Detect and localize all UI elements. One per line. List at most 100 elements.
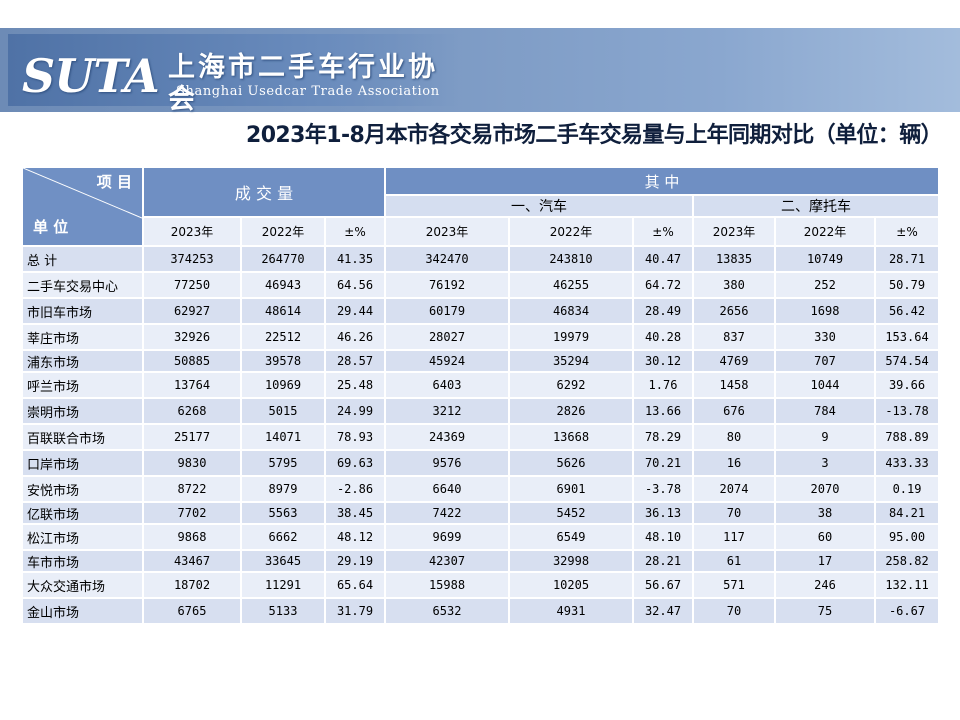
- value-cell: 78.29: [634, 425, 692, 449]
- of-which-header: 其 中: [386, 168, 939, 194]
- value-cell: 6765: [144, 599, 240, 623]
- value-cell: 571: [694, 573, 774, 597]
- value-cell: 837: [694, 325, 774, 349]
- table-row: 莘庄市场 32926 22512 46.26 28027 19979 40.28 837 330…: [23, 325, 939, 349]
- value-cell: 25.48: [326, 373, 384, 397]
- value-cell: 2656: [694, 299, 774, 323]
- volume-header: 成 交 量: [144, 168, 384, 216]
- value-cell: 4931: [510, 599, 632, 623]
- value-cell: 6268: [144, 399, 240, 423]
- value-cell: 1458: [694, 373, 774, 397]
- value-cell: 30.12: [634, 351, 692, 371]
- table-row: 车市市场 43467 33645 29.19 42307 32998 28.21 61 17 25…: [23, 551, 939, 571]
- value-cell: 36.13: [634, 503, 692, 523]
- value-cell: 39578: [242, 351, 324, 371]
- value-cell: 574.54: [876, 351, 939, 371]
- value-cell: 32998: [510, 551, 632, 571]
- value-cell: 784: [776, 399, 874, 423]
- value-cell: 84.21: [876, 503, 939, 523]
- trade-volume-table: 项 目 单 位 成 交 量 其 中 一、汽车 二、摩托车 2023年 2022年…: [21, 166, 940, 625]
- value-cell: 18702: [144, 573, 240, 597]
- value-cell: 25177: [144, 425, 240, 449]
- value-cell: 16: [694, 451, 774, 475]
- value-cell: 46255: [510, 273, 632, 297]
- value-cell: 46943: [242, 273, 324, 297]
- value-cell: 4769: [694, 351, 774, 371]
- market-name-cell: 总 计: [23, 247, 142, 271]
- sub-header: ±%: [634, 218, 692, 245]
- table-row: 呼兰市场 13764 10969 25.48 6403 6292 1.76 1458 1044 3…: [23, 373, 939, 397]
- table-row: 亿联市场 7702 5563 38.45 7422 5452 36.13 70 38 84.21: [23, 503, 939, 523]
- value-cell: 28.57: [326, 351, 384, 371]
- value-cell: 153.64: [876, 325, 939, 349]
- value-cell: -6.67: [876, 599, 939, 623]
- value-cell: -3.78: [634, 477, 692, 501]
- value-cell: 11291: [242, 573, 324, 597]
- table-row: 总 计 374253 264770 41.35 342470 243810 40.47 138…: [23, 247, 939, 271]
- value-cell: 76192: [386, 273, 508, 297]
- value-cell: 3: [776, 451, 874, 475]
- value-cell: 46834: [510, 299, 632, 323]
- value-cell: 2070: [776, 477, 874, 501]
- value-cell: 38.45: [326, 503, 384, 523]
- value-cell: 78.93: [326, 425, 384, 449]
- sub-header: ±%: [876, 218, 939, 245]
- value-cell: 13835: [694, 247, 774, 271]
- value-cell: 38: [776, 503, 874, 523]
- value-cell: 48614: [242, 299, 324, 323]
- value-cell: 5452: [510, 503, 632, 523]
- value-cell: 32.47: [634, 599, 692, 623]
- value-cell: 5626: [510, 451, 632, 475]
- value-cell: 40.47: [634, 247, 692, 271]
- value-cell: 707: [776, 351, 874, 371]
- car-group-header: 一、汽车: [386, 196, 692, 216]
- corner-header-cell: 项 目 单 位: [23, 168, 142, 245]
- org-name-en: Shanghai Usedcar Trade Association: [176, 84, 440, 99]
- value-cell: 342470: [386, 247, 508, 271]
- value-cell: 39.66: [876, 373, 939, 397]
- value-cell: 28.49: [634, 299, 692, 323]
- value-cell: 9576: [386, 451, 508, 475]
- diagonal-divider-icon: [23, 168, 142, 219]
- value-cell: 9868: [144, 525, 240, 549]
- sub-header: 2022年: [510, 218, 632, 245]
- value-cell: 70: [694, 599, 774, 623]
- sub-header: 2023年: [694, 218, 774, 245]
- value-cell: 24369: [386, 425, 508, 449]
- value-cell: 117: [694, 525, 774, 549]
- value-cell: 5015: [242, 399, 324, 423]
- market-name-cell: 大众交通市场: [23, 573, 142, 597]
- value-cell: 48.10: [634, 525, 692, 549]
- value-cell: 14071: [242, 425, 324, 449]
- table-row: 口岸市场 9830 5795 69.63 9576 5626 70.21 16 3 433.33: [23, 451, 939, 475]
- value-cell: 5563: [242, 503, 324, 523]
- value-cell: 75: [776, 599, 874, 623]
- value-cell: 19979: [510, 325, 632, 349]
- value-cell: 10749: [776, 247, 874, 271]
- value-cell: 5795: [242, 451, 324, 475]
- value-cell: 6640: [386, 477, 508, 501]
- value-cell: 2074: [694, 477, 774, 501]
- value-cell: 41.35: [326, 247, 384, 271]
- market-name-cell: 市旧车市场: [23, 299, 142, 323]
- market-name-cell: 二手车交易中心: [23, 273, 142, 297]
- value-cell: 258.82: [876, 551, 939, 571]
- value-cell: 1698: [776, 299, 874, 323]
- table-row: 百联联合市场 25177 14071 78.93 24369 13668 78.29 80 9 7…: [23, 425, 939, 449]
- value-cell: 433.33: [876, 451, 939, 475]
- value-cell: 64.56: [326, 273, 384, 297]
- value-cell: 50885: [144, 351, 240, 371]
- market-name-cell: 车市市场: [23, 551, 142, 571]
- value-cell: 22512: [242, 325, 324, 349]
- org-name-cn: 上海市二手车行业协会: [168, 52, 438, 115]
- value-cell: 7702: [144, 503, 240, 523]
- value-cell: 6292: [510, 373, 632, 397]
- market-name-cell: 金山市场: [23, 599, 142, 623]
- value-cell: 6403: [386, 373, 508, 397]
- sub-header: ±%: [326, 218, 384, 245]
- suta-logo: SUTA: [22, 49, 160, 103]
- corner-label-item: 项 目: [96, 173, 132, 191]
- value-cell: 676: [694, 399, 774, 423]
- value-cell: 28.71: [876, 247, 939, 271]
- value-cell: 46.26: [326, 325, 384, 349]
